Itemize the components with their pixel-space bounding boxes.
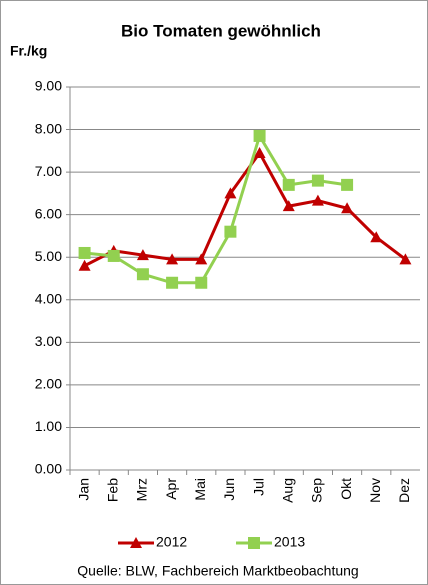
marker bbox=[195, 276, 208, 289]
x-tick-label: Jun bbox=[221, 478, 237, 501]
marker bbox=[341, 178, 354, 191]
x-tick-label: Aug bbox=[279, 478, 295, 503]
marker bbox=[282, 200, 295, 212]
chart-title: Bio Tomaten gewöhnlich bbox=[121, 21, 321, 40]
marker bbox=[224, 187, 237, 199]
x-tick-label: Feb bbox=[104, 478, 120, 502]
y-tick-label: 9.00 bbox=[35, 78, 62, 94]
x-tick-label: Nov bbox=[367, 478, 383, 503]
marker bbox=[107, 249, 120, 262]
y-tick-label: 0.00 bbox=[35, 461, 62, 477]
marker bbox=[370, 231, 383, 243]
marker bbox=[166, 253, 179, 265]
series-line bbox=[84, 132, 348, 285]
marker bbox=[166, 276, 179, 289]
marker bbox=[311, 174, 324, 187]
marker bbox=[253, 146, 266, 158]
marker bbox=[399, 253, 412, 265]
y-axis-label: Fr./kg bbox=[10, 43, 47, 59]
legend-marker bbox=[248, 537, 260, 549]
x-tick-label: Jan bbox=[75, 478, 91, 501]
legend-label: 2012 bbox=[156, 534, 187, 550]
y-tick-label: 4.00 bbox=[35, 290, 62, 306]
x-tick-label: Sep bbox=[309, 478, 325, 503]
y-tick-label: 8.00 bbox=[35, 120, 62, 136]
marker bbox=[78, 246, 91, 259]
y-tick-label: 2.00 bbox=[35, 376, 62, 392]
x-tick-label: Dez bbox=[396, 478, 412, 503]
marker bbox=[341, 202, 354, 214]
y-tick-label: 6.00 bbox=[35, 205, 62, 221]
marker bbox=[136, 249, 149, 261]
marker bbox=[195, 253, 208, 265]
legend-marker bbox=[130, 537, 142, 548]
x-tick-label: Apr bbox=[163, 478, 179, 500]
marker bbox=[311, 194, 324, 206]
legend-label: 2013 bbox=[274, 534, 305, 550]
y-tick-label: 7.00 bbox=[35, 163, 62, 179]
y-tick-label: 5.00 bbox=[35, 248, 62, 264]
x-tick-label: Mai bbox=[192, 478, 208, 501]
source: Quelle: BLW, Fachbereich Marktbeobachtun… bbox=[77, 563, 358, 579]
x-tick-label: Mrz bbox=[134, 478, 150, 501]
y-tick-label: 1.00 bbox=[35, 418, 62, 434]
x-tick-label: Jul bbox=[250, 478, 266, 496]
marker bbox=[253, 129, 266, 142]
x-tick-label: Okt bbox=[338, 478, 354, 500]
marker bbox=[136, 268, 149, 281]
marker bbox=[78, 259, 91, 271]
marker bbox=[224, 225, 237, 238]
marker bbox=[282, 178, 295, 191]
y-tick-label: 3.00 bbox=[35, 333, 62, 349]
